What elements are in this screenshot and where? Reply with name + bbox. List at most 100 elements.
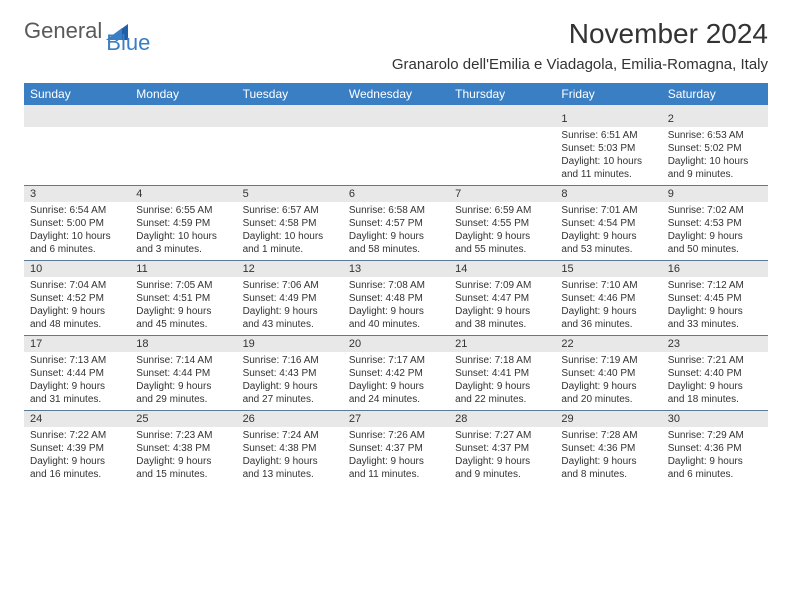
day-number-row: 12 xyxy=(24,111,768,127)
weekday-header: Saturday xyxy=(662,83,768,105)
sunrise-text: Sunrise: 6:51 AM xyxy=(561,129,655,142)
day-cell xyxy=(237,127,343,185)
week-row: Sunrise: 6:51 AMSunset: 5:03 PMDaylight:… xyxy=(24,127,768,185)
day-cell: Sunrise: 7:26 AMSunset: 4:37 PMDaylight:… xyxy=(343,427,449,485)
day-cell: Sunrise: 7:16 AMSunset: 4:43 PMDaylight:… xyxy=(237,352,343,410)
sunset-text: Sunset: 5:02 PM xyxy=(668,142,762,155)
day-cell: Sunrise: 6:59 AMSunset: 4:55 PMDaylight:… xyxy=(449,202,555,260)
day-cell: Sunrise: 7:18 AMSunset: 4:41 PMDaylight:… xyxy=(449,352,555,410)
day-cell xyxy=(449,127,555,185)
sunrise-text: Sunrise: 7:18 AM xyxy=(455,354,549,367)
day-cell: Sunrise: 7:10 AMSunset: 4:46 PMDaylight:… xyxy=(555,277,661,335)
logo-text-general: General xyxy=(24,18,102,44)
day-number: 9 xyxy=(662,186,768,202)
daylight-text: Daylight: 10 hours and 1 minute. xyxy=(243,230,337,256)
day-number: 26 xyxy=(237,411,343,427)
daylight-text: Daylight: 9 hours and 53 minutes. xyxy=(561,230,655,256)
day-number: 29 xyxy=(555,411,661,427)
daylight-text: Daylight: 9 hours and 40 minutes. xyxy=(349,305,443,331)
sunset-text: Sunset: 4:59 PM xyxy=(136,217,230,230)
daylight-text: Daylight: 10 hours and 11 minutes. xyxy=(561,155,655,181)
daylight-text: Daylight: 9 hours and 27 minutes. xyxy=(243,380,337,406)
daylight-text: Daylight: 9 hours and 45 minutes. xyxy=(136,305,230,331)
weekday-header: Monday xyxy=(130,83,236,105)
sunset-text: Sunset: 4:52 PM xyxy=(30,292,124,305)
sunset-text: Sunset: 4:53 PM xyxy=(668,217,762,230)
daylight-text: Daylight: 9 hours and 36 minutes. xyxy=(561,305,655,331)
sunset-text: Sunset: 4:54 PM xyxy=(561,217,655,230)
day-number: 6 xyxy=(343,186,449,202)
weekday-header: Tuesday xyxy=(237,83,343,105)
sunset-text: Sunset: 4:51 PM xyxy=(136,292,230,305)
sunrise-text: Sunrise: 7:05 AM xyxy=(136,279,230,292)
sunset-text: Sunset: 4:47 PM xyxy=(455,292,549,305)
daylight-text: Daylight: 9 hours and 6 minutes. xyxy=(668,455,762,481)
day-number: 1 xyxy=(555,111,661,127)
day-number: 23 xyxy=(662,336,768,352)
day-number: 25 xyxy=(130,411,236,427)
logo-text-blue: Blue xyxy=(106,30,150,56)
week-row: Sunrise: 7:22 AMSunset: 4:39 PM Daylight:… xyxy=(24,427,768,485)
daylight-text: Daylight: 10 hours and 9 minutes. xyxy=(668,155,762,181)
sunrise-text: Sunrise: 7:14 AM xyxy=(136,354,230,367)
sunset-text: Sunset: 4:58 PM xyxy=(243,217,337,230)
sunrise-text: Sunrise: 6:54 AM xyxy=(30,204,124,217)
daylight-text: Daylight: 9 hours and 18 minutes. xyxy=(668,380,762,406)
day-cell: Sunrise: 6:53 AMSunset: 5:02 PMDaylight:… xyxy=(662,127,768,185)
month-title: November 2024 xyxy=(392,18,768,50)
daylight-text: Daylight: 9 hours and 38 minutes. xyxy=(455,305,549,331)
day-number: 20 xyxy=(343,336,449,352)
daylight-text: Daylight: 10 hours and 6 minutes. xyxy=(30,230,124,256)
day-number: 5 xyxy=(237,186,343,202)
sunrise-text: Sunrise: 7:10 AM xyxy=(561,279,655,292)
day-number: 18 xyxy=(130,336,236,352)
sunrise-text: Sunrise: 7:08 AM xyxy=(349,279,443,292)
sunrise-text: Sunrise: 7:06 AM xyxy=(243,279,337,292)
day-cell: Sunrise: 7:08 AMSunset: 4:48 PMDaylight:… xyxy=(343,277,449,335)
sunset-text: Sunset: 4:39 PM xyxy=(30,442,124,455)
sunrise-text: Sunrise: 7:04 AM xyxy=(30,279,124,292)
day-cell: Sunrise: 6:57 AMSunset: 4:58 PMDaylight:… xyxy=(237,202,343,260)
day-cell: Sunrise: 7:01 AMSunset: 4:54 PMDaylight:… xyxy=(555,202,661,260)
day-number: 28 xyxy=(449,411,555,427)
day-cell: Sunrise: 7:29 AMSunset: 4:36 PMDaylight:… xyxy=(662,427,768,485)
daylight-text: Daylight: 9 hours and 22 minutes. xyxy=(455,380,549,406)
sunset-text: Sunset: 4:49 PM xyxy=(243,292,337,305)
sunset-text: Sunset: 4:36 PM xyxy=(668,442,762,455)
day-cell: Sunrise: 6:55 AMSunset: 4:59 PMDaylight:… xyxy=(130,202,236,260)
sunrise-text: Sunrise: 7:29 AM xyxy=(668,429,762,442)
sunset-text: Sunset: 4:38 PM xyxy=(243,442,337,455)
sunrise-text: Sunrise: 7:01 AM xyxy=(561,204,655,217)
day-number: 27 xyxy=(343,411,449,427)
daylight-text: Daylight: 10 hours and 3 minutes. xyxy=(136,230,230,256)
daylight-text: Daylight: 9 hours and 15 minutes. xyxy=(136,455,230,481)
day-number: 2 xyxy=(662,111,768,127)
day-number xyxy=(237,111,343,127)
sunrise-text: Sunrise: 7:28 AM xyxy=(561,429,655,442)
daylight-text: Daylight: 9 hours and 29 minutes. xyxy=(136,380,230,406)
day-number: 15 xyxy=(555,261,661,277)
weekday-header: Sunday xyxy=(24,83,130,105)
day-number xyxy=(343,111,449,127)
day-number xyxy=(449,111,555,127)
day-cell: Sunrise: 7:28 AMSunset: 4:36 PMDaylight:… xyxy=(555,427,661,485)
sunrise-text: Sunrise: 6:53 AM xyxy=(668,129,762,142)
week-row: Sunrise: 7:13 AMSunset: 4:44 PMDaylight:… xyxy=(24,352,768,410)
sunset-text: Sunset: 4:57 PM xyxy=(349,217,443,230)
sunset-text: Sunset: 4:46 PM xyxy=(561,292,655,305)
day-cell: Sunrise: 6:58 AMSunset: 4:57 PMDaylight:… xyxy=(343,202,449,260)
daylight-text: Daylight: 9 hours and 31 minutes. xyxy=(30,380,124,406)
daylight-text: Daylight: 9 hours and 58 minutes. xyxy=(349,230,443,256)
sunset-text: Sunset: 4:40 PM xyxy=(668,367,762,380)
day-cell: Sunrise: 7:17 AMSunset: 4:42 PMDaylight:… xyxy=(343,352,449,410)
day-cell: Sunrise: 7:13 AMSunset: 4:44 PMDaylight:… xyxy=(24,352,130,410)
daylight-text: Daylight: 9 hours and 24 minutes. xyxy=(349,380,443,406)
day-cell: Sunrise: 7:27 AMSunset: 4:37 PMDaylight:… xyxy=(449,427,555,485)
week-row: Sunrise: 7:04 AMSunset: 4:52 PM Daylight:… xyxy=(24,277,768,335)
day-number: 4 xyxy=(130,186,236,202)
day-number: 24 xyxy=(24,411,130,427)
day-cell: Sunrise: 7:12 AMSunset: 4:45 PMDaylight:… xyxy=(662,277,768,335)
sunrise-text: Sunrise: 7:22 AM xyxy=(30,429,124,442)
day-number-row: 10111213141516 xyxy=(24,260,768,277)
title-block: November 2024 Granarolo dell'Emilia e Vi… xyxy=(392,18,768,73)
